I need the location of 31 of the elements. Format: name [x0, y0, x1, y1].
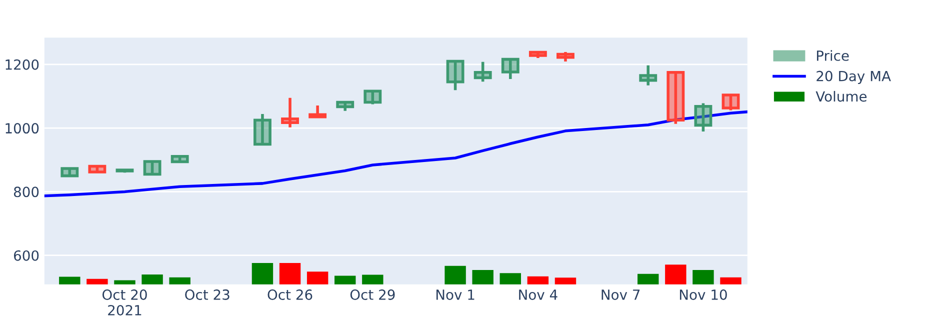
x-tick-label: Nov 7: [602, 290, 640, 300]
y-tick-label: 1000: [6, 123, 39, 134]
x-tick-label: Oct 26: [268, 289, 312, 300]
legend-label: Price: [816, 50, 849, 61]
y-tick-label: 1200: [6, 59, 39, 70]
candlestick: [556, 50, 574, 63]
candlestick: [364, 90, 382, 106]
x-tick-label: Oct 29: [350, 289, 395, 300]
y-tick-label: 600: [14, 250, 39, 261]
candlestick: [143, 159, 162, 176]
candlestick: [694, 102, 712, 133]
candlestick: [170, 154, 189, 164]
candlestick: [666, 70, 685, 126]
x-tick-label: Nov 1: [436, 290, 474, 300]
x-tick-label: Nov 10: [680, 289, 727, 300]
candlestick: [722, 94, 740, 112]
x-tick-label: Oct 20 2021: [102, 289, 147, 316]
candlestick: [639, 64, 658, 87]
candlestick: [281, 96, 299, 129]
x-tick-label: Nov 4: [519, 290, 558, 300]
legend-label: 20 Day MA: [816, 70, 891, 84]
legend-label: Volume: [816, 90, 867, 102]
candlestick: [308, 104, 327, 119]
y-tick-label: 800: [14, 186, 39, 198]
candlestick: [474, 60, 492, 83]
candlestick: [501, 58, 520, 80]
candlestick: [336, 100, 354, 112]
candlestick: [446, 60, 464, 92]
candlestick: [254, 112, 272, 146]
candlestick: [528, 50, 547, 60]
x-tick-label: Oct 23: [185, 289, 230, 300]
